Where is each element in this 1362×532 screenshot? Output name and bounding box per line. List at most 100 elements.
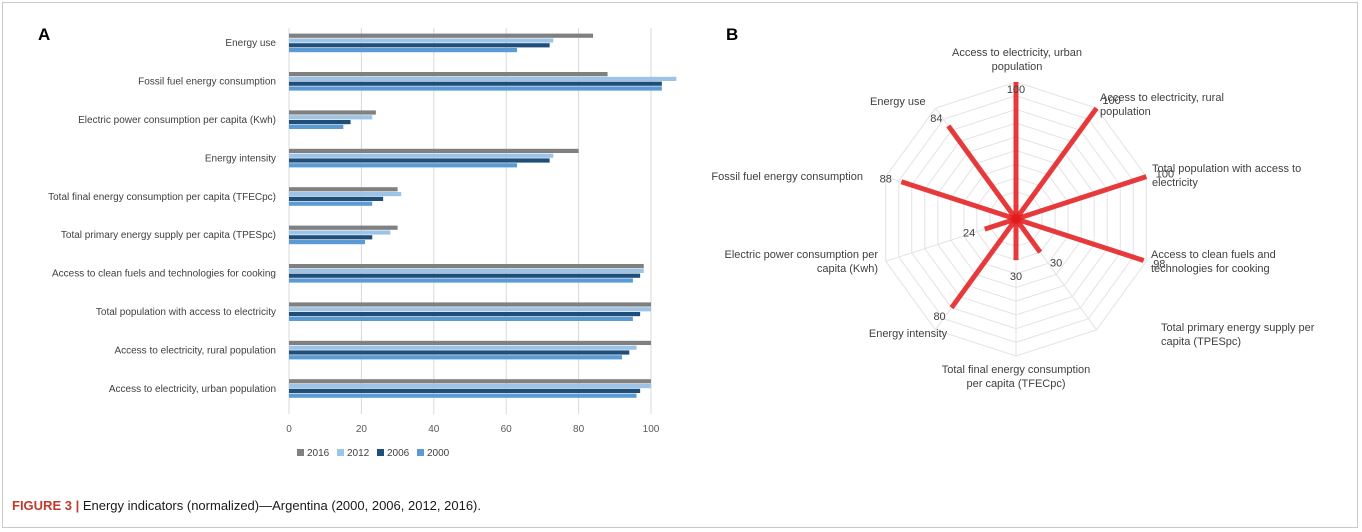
bar-2012 (289, 384, 651, 389)
radar-value-label: 84 (930, 113, 942, 125)
legend-label: 2000 (427, 448, 450, 459)
bar-2016 (289, 225, 398, 230)
radar-value-label: 100 (1007, 84, 1025, 96)
bar-2000 (289, 201, 373, 206)
x-tick-label: 0 (286, 424, 292, 435)
radar-value-spoke (946, 124, 1019, 221)
bar-2006 (289, 312, 641, 317)
radar-axis-label: capita (TPESpc) (1161, 336, 1241, 348)
radar-axis-label: Access to electricity, rural (1100, 92, 1224, 104)
bar-2000 (289, 316, 633, 321)
bar-2006 (289, 235, 373, 240)
category-label: Access to electricity, urban population (109, 384, 276, 395)
radar-axis-label: Energy intensity (869, 328, 948, 340)
radar-value-label: 100 (1102, 95, 1120, 107)
radar-axis-label: Fossil fuel energy consumption (711, 171, 863, 183)
bar-2000 (289, 163, 518, 168)
x-tick-label: 60 (501, 424, 513, 435)
bar-2012 (289, 268, 644, 273)
radar-value-spoke (1015, 174, 1148, 222)
bar-2012 (289, 76, 677, 81)
radar-value-label: 24 (963, 227, 975, 239)
radar-value-spoke (1013, 217, 1043, 254)
x-tick-label: 100 (643, 424, 660, 435)
bar-2012 (289, 345, 637, 350)
bar-2016 (289, 148, 579, 153)
radar-axis-label: population (992, 61, 1043, 73)
bar-2006 (289, 196, 384, 201)
category-label: Energy use (225, 38, 276, 49)
radar-value-label: 100 (1156, 169, 1174, 181)
figure-caption: FIGURE 3 | Energy indicators (normalized… (12, 498, 481, 513)
category-label: Access to clean fuels and technologies f… (52, 269, 276, 280)
legend-swatch-2016 (297, 449, 304, 456)
bar-2012 (289, 230, 391, 235)
radar-axis-label: Electric power consumption per (725, 249, 879, 261)
bar-2000 (289, 278, 633, 283)
bar-2012 (289, 192, 402, 197)
radar-axis-label: Energy use (870, 96, 926, 108)
legend-label: 2006 (387, 448, 410, 459)
legend-swatch-2006 (377, 449, 384, 456)
radar-value-label: 88 (880, 174, 892, 186)
bar-2006 (289, 158, 550, 163)
category-label: Total final energy consumption per capit… (48, 192, 276, 203)
category-label: Energy intensity (205, 153, 276, 164)
bar-2006 (289, 120, 351, 125)
category-label: Total primary energy supply per capita (… (61, 230, 276, 241)
radar-axis-label: capita (Kwh) (817, 263, 878, 275)
legend-label: 2016 (307, 448, 330, 459)
bar-2016 (289, 187, 398, 192)
radar-value-spoke (949, 217, 1019, 310)
legend-swatch-2012 (337, 449, 344, 456)
radar-value-spoke (1013, 106, 1099, 221)
bar-2006 (289, 81, 662, 86)
radar-chart: 100 100 100 98 30 30 80 24 88 84 Access to electri… (711, 47, 1314, 390)
radar-axis-label: population (1100, 106, 1151, 118)
panel-a-letter: A (38, 25, 50, 44)
bar-2000 (289, 393, 637, 398)
radar-axis-label: Total final energy consumption (942, 364, 1091, 376)
radar-axis-label: Total primary energy supply per (1161, 322, 1315, 334)
radar-value-spoke (983, 216, 1017, 232)
bar-2000 (289, 355, 623, 360)
bar-2016 (289, 379, 651, 384)
radar-axis-label: electricity (1152, 177, 1198, 189)
bar-2006 (289, 388, 641, 393)
radar-axis-label: Total population with access to (1152, 163, 1301, 175)
radar-value-spoke (1015, 216, 1145, 263)
radar-value-label: 98 (1153, 259, 1165, 271)
x-tick-label: 80 (573, 424, 585, 435)
caption-label: FIGURE 3 | (12, 498, 80, 513)
bar-2012 (289, 38, 554, 43)
bar-2006 (289, 350, 630, 355)
bar-2006 (289, 43, 550, 48)
bar-2012 (289, 153, 554, 158)
bar-2016 (289, 33, 594, 38)
bar-2006 (289, 273, 641, 278)
bar-2016 (289, 340, 651, 345)
radar-value-label: 30 (1050, 257, 1062, 269)
panel-b-letter: B (726, 25, 738, 44)
radar-value-label: 80 (933, 311, 945, 323)
radar-value-label: 30 (1010, 271, 1022, 283)
radar-axis-label: Access to electricity, urban (952, 47, 1082, 59)
legend-swatch-2000 (417, 449, 424, 456)
category-label: Access to electricity, rural population (114, 345, 276, 356)
bar-2016 (289, 72, 608, 77)
bar-2012 (289, 307, 651, 312)
bar-2016 (289, 302, 651, 307)
category-label: Total population with access to electric… (96, 307, 276, 318)
caption-text: Energy indicators (normalized)—Argentina… (79, 498, 481, 513)
bar-chart: 0 20 40 60 80 100 Energy use Fossil fuel energy… (48, 28, 677, 459)
category-label: Fossil fuel energy consumption (138, 77, 276, 88)
legend-label: 2012 (347, 448, 370, 459)
radar-value-spoke (900, 179, 1017, 222)
bar-2016 (289, 264, 644, 269)
bar-2016 (289, 110, 376, 115)
bar-2012 (289, 115, 373, 120)
radar-axis-label: per capita (TFECpc) (966, 378, 1065, 390)
bar-2000 (289, 86, 662, 91)
